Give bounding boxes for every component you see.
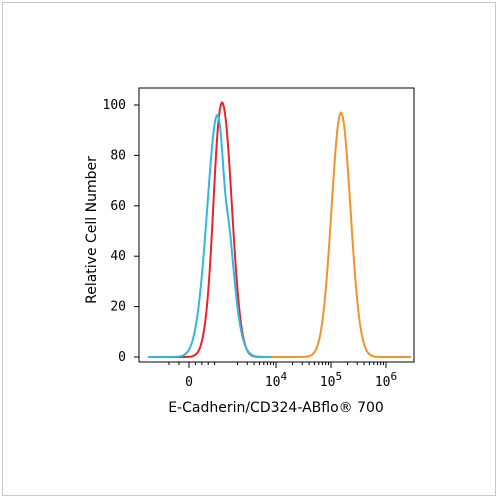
y-tick-label: 20: [110, 300, 126, 315]
y-tick-label: 100: [103, 98, 126, 113]
y-tick-label: 40: [110, 249, 126, 264]
y-axis-label: Relative Cell Number: [84, 156, 100, 304]
x-tick-label: 0: [185, 375, 193, 390]
y-tick-label: 0: [118, 350, 126, 365]
series-line: [153, 100, 293, 358]
x-axis-label: E-Cadherin/CD324-ABflo® 700: [168, 400, 384, 416]
x-axis-ticks: 0 104 105 106: [168, 362, 397, 390]
series-line: [148, 113, 288, 358]
histogram-series: [148, 100, 411, 358]
x-tick-label: 106: [375, 370, 397, 390]
y-tick-label: 60: [110, 199, 126, 214]
x-tick-label: 105: [320, 370, 342, 390]
y-axis-ticks: 0 20 40 60 80 100: [103, 98, 139, 365]
plot-area: [138, 87, 415, 363]
y-tick-label: 80: [110, 148, 126, 163]
series-line: [271, 110, 411, 358]
x-tick-label: 104: [265, 370, 288, 390]
